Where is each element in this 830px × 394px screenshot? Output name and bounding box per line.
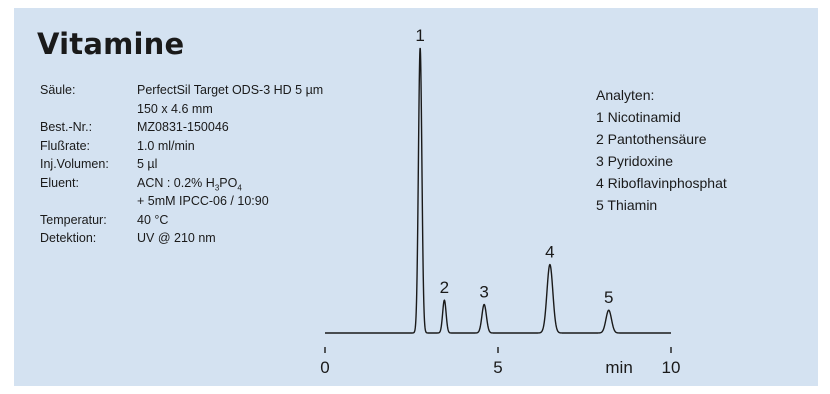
analyte-heading: Analyten: xyxy=(596,87,655,103)
chromatogram-trace xyxy=(325,47,671,334)
param-value: + 5mM IPCC-06 / 10:90 xyxy=(137,194,269,208)
analyte-legend: Analyten: 1 Nicotinamid 2 Pantothensäure… xyxy=(596,84,727,216)
analyte-item: 1 Nicotinamid xyxy=(596,109,681,125)
peak-label-2: 2 xyxy=(440,278,449,297)
peak-label-5: 5 xyxy=(604,288,613,307)
x-tick-label: 10 xyxy=(662,358,681,377)
x-axis-label: min xyxy=(605,358,632,377)
analyte-item: 5 Thiamin xyxy=(596,197,658,213)
peak-label-4: 4 xyxy=(545,243,554,262)
eluent-text: ACN : 0.2% H xyxy=(137,175,215,190)
param-value: PerfectSil Target ODS-3 HD 5 µm xyxy=(137,83,324,97)
param-value: UV @ 210 nm xyxy=(137,231,216,245)
analyte-item: 3 Pyridoxine xyxy=(596,153,674,169)
eluent-subscript-3: 3 xyxy=(214,183,220,192)
eluent-text-po: PO xyxy=(219,175,238,190)
param-value: 40 °C xyxy=(137,212,169,227)
param-value: 1.0 ml/min xyxy=(137,138,195,153)
time-axis: 0 5 10 min xyxy=(320,347,680,377)
analyte-item: 2 Pantothensäure xyxy=(596,131,707,147)
peak-label-1: 1 xyxy=(415,26,424,45)
x-tick-label: 0 xyxy=(320,358,329,377)
eluent-value: ACN : 0.2% H3PO4 xyxy=(137,176,242,193)
param-value: MZ0831-150046 xyxy=(137,120,229,134)
peak-label-3: 3 xyxy=(479,283,488,302)
param-value: 150 x 4.6 mm xyxy=(137,101,213,116)
param-label: Eluent: xyxy=(40,175,79,190)
param-label: Flußrate: xyxy=(40,138,91,153)
x-tick-label: 5 xyxy=(493,358,502,377)
param-label: Detektion: xyxy=(40,231,97,245)
param-label: Temperatur: xyxy=(40,212,107,227)
param-label: Säule: xyxy=(40,83,76,97)
param-label: Inj.Volumen: xyxy=(40,157,109,171)
param-label: Best.-Nr.: xyxy=(40,120,93,134)
eluent-subscript-4: 4 xyxy=(237,183,242,192)
page-title: Vitamine xyxy=(37,27,185,61)
analyte-item: 4 Riboflavinphosphat xyxy=(596,175,727,191)
param-value: 5 µl xyxy=(137,157,158,171)
peak-labels: 1 2 3 4 5 xyxy=(415,26,613,307)
